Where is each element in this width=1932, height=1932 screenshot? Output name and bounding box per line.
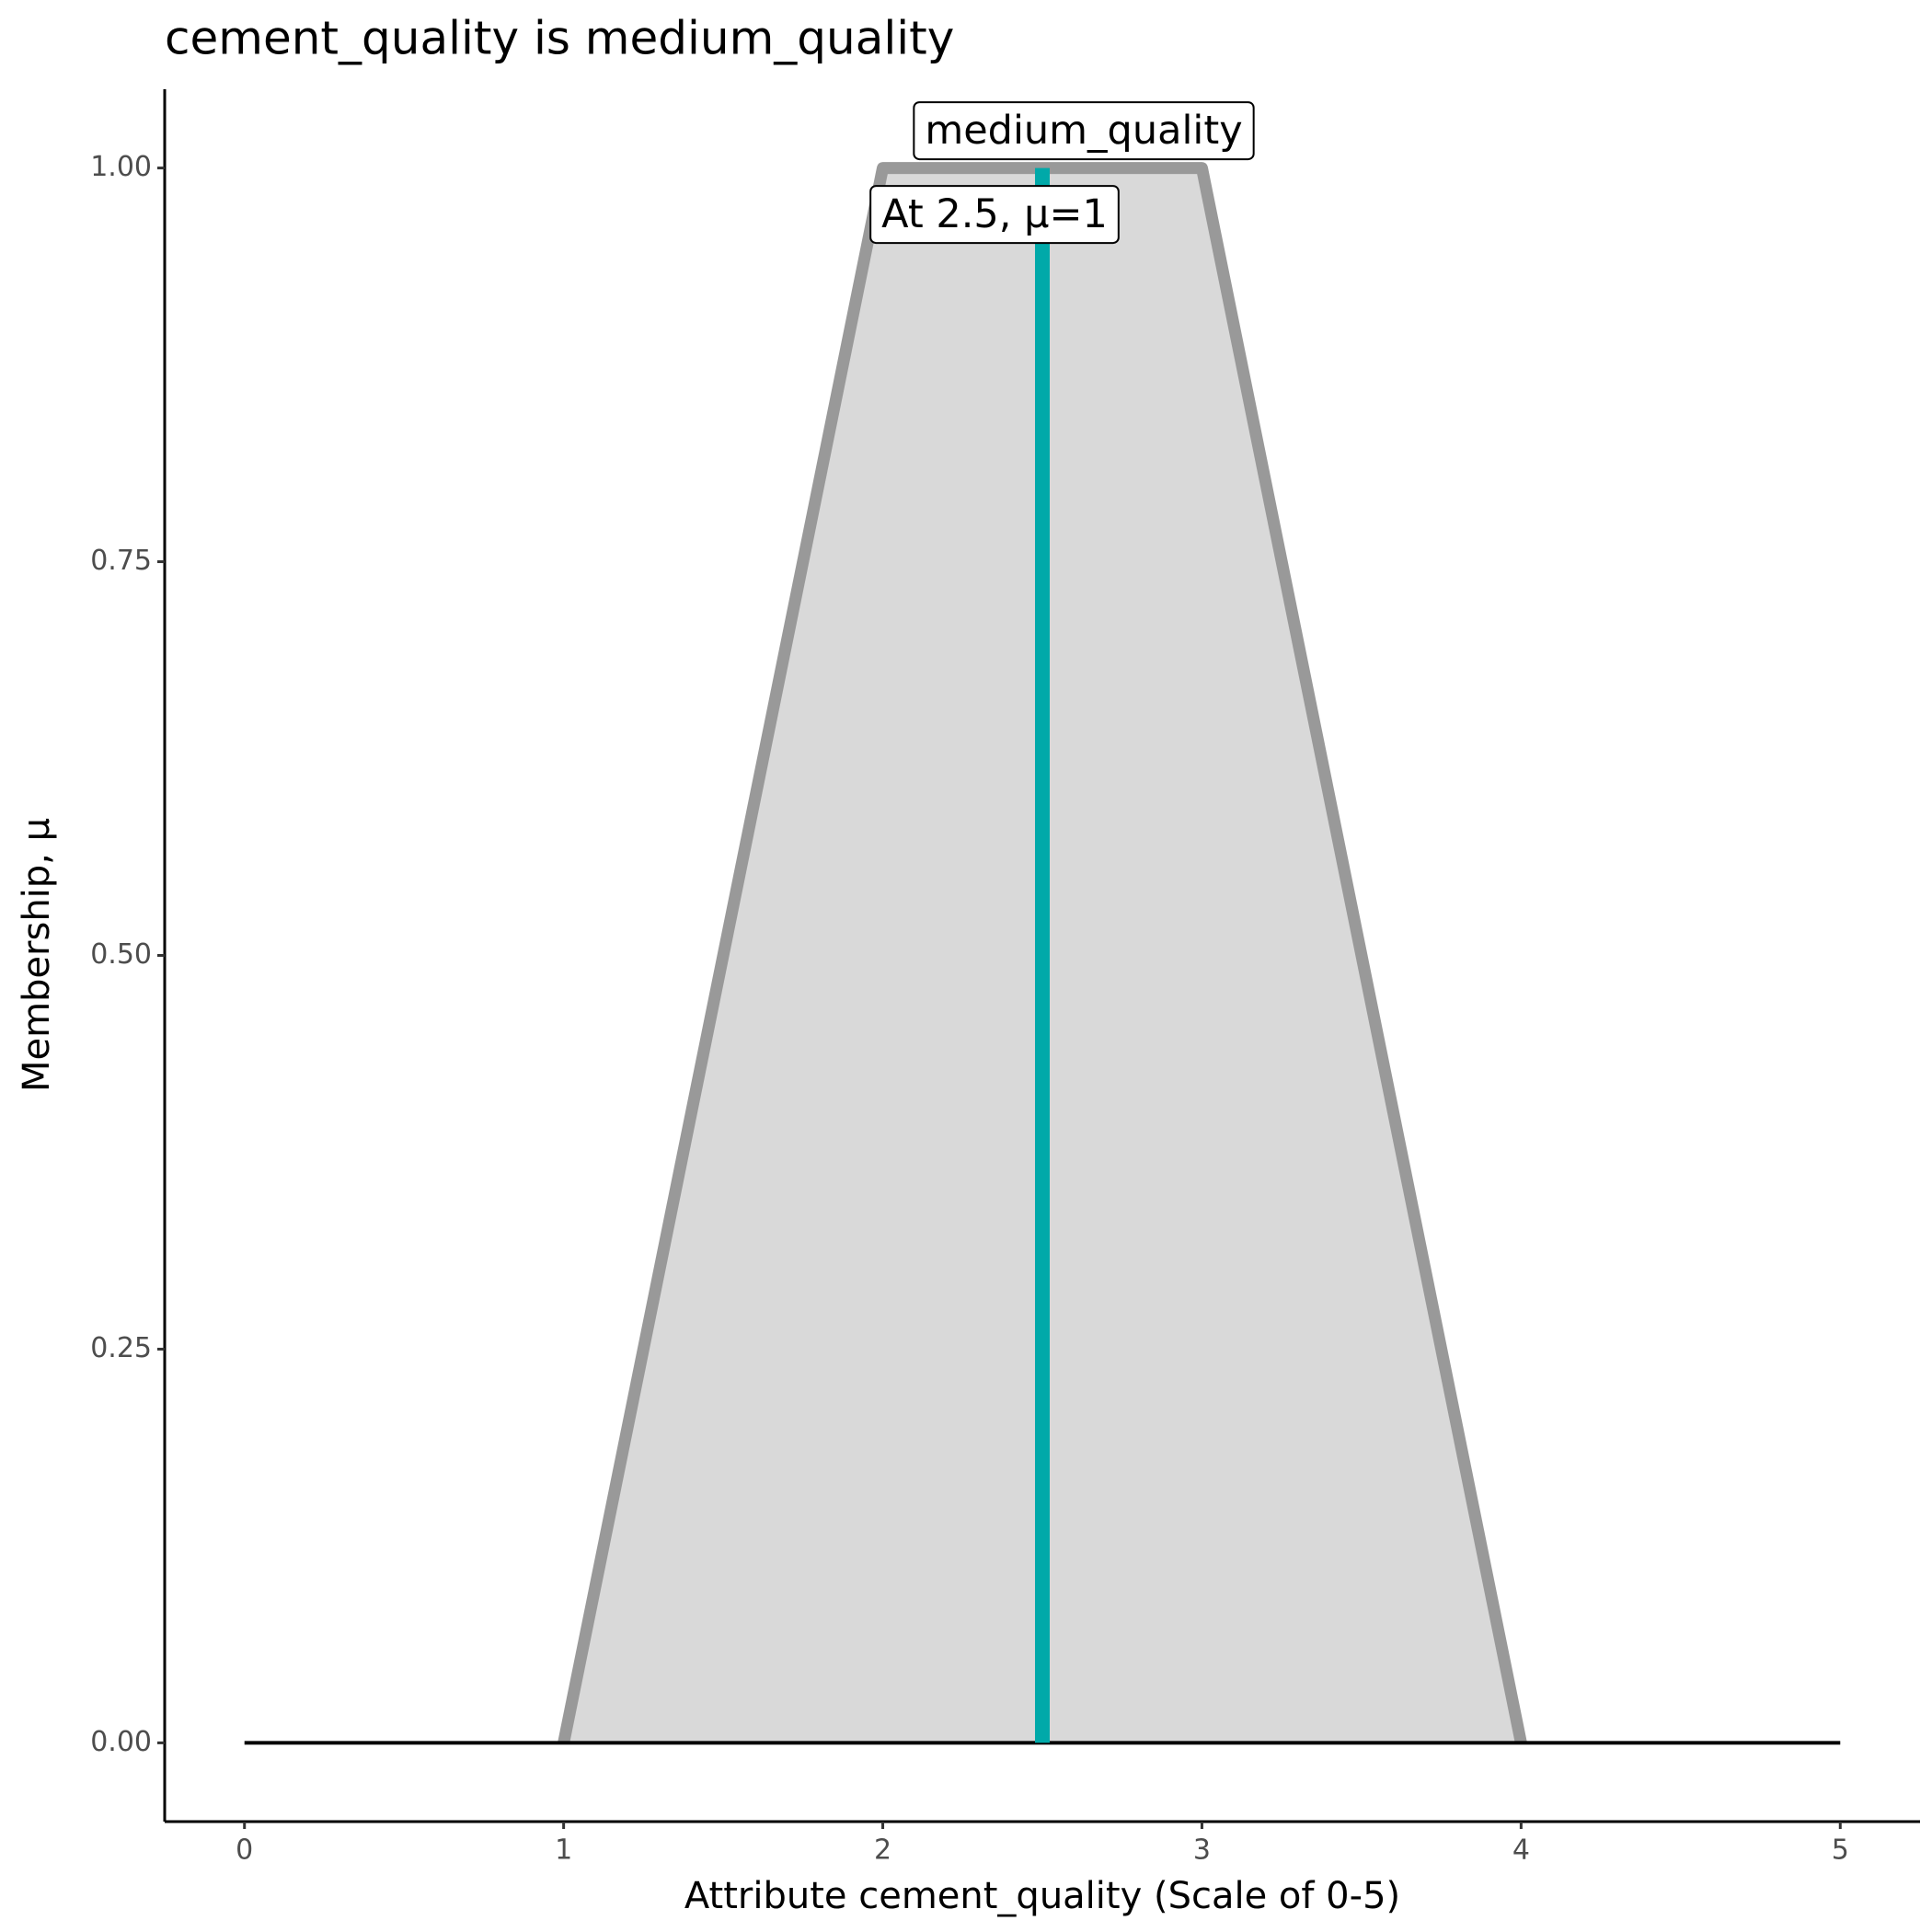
x-tick-label: 0 [236, 1834, 253, 1867]
y-tick-label: 0.25 [90, 1332, 152, 1364]
x-tick-label: 3 [1193, 1834, 1211, 1867]
marker-label: At 2.5, μ=1 [881, 191, 1108, 237]
chart-title: cement_quality is medium_quality [165, 12, 954, 65]
y-tick-label: 0.50 [90, 938, 152, 971]
series-label-box [913, 101, 1255, 161]
x-tick-label: 2 [874, 1834, 891, 1867]
y-tick-label: 1.00 [90, 151, 152, 183]
y-axis-title: Membership, μ [16, 818, 58, 1092]
x-tick-label: 1 [555, 1834, 572, 1867]
x-axis-title: Attribute cement_quality (Scale of 0-5) [684, 1875, 1400, 1917]
series-label: medium_quality [925, 108, 1242, 154]
y-tick-label: 0.00 [90, 1726, 152, 1758]
x-tick-label: 5 [1832, 1834, 1849, 1867]
x-tick-label: 4 [1512, 1834, 1530, 1867]
marker-label-box [869, 185, 1120, 245]
y-tick-label: 0.75 [90, 545, 152, 577]
